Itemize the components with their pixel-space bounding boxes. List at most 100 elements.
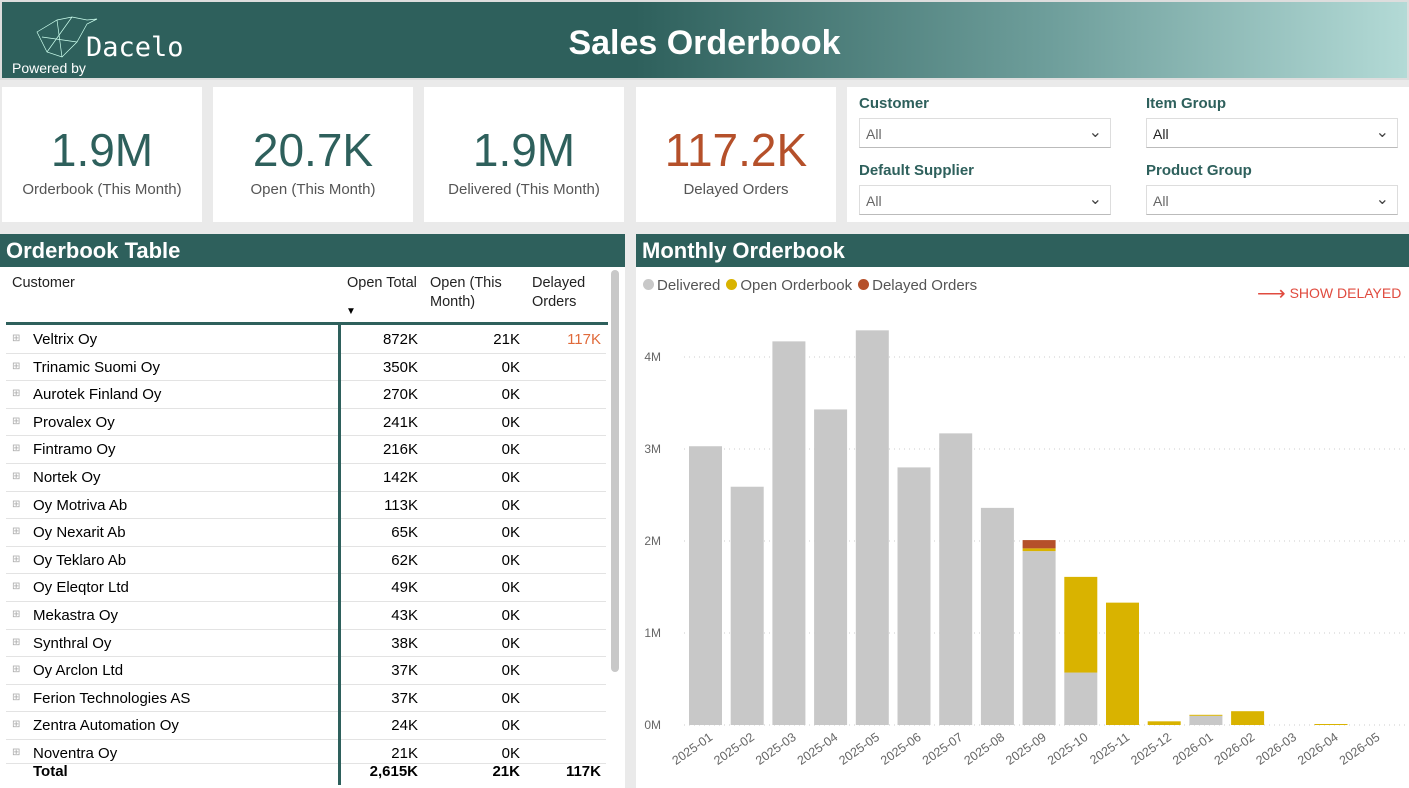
table-row[interactable]: ⊞ Provalex Oy 241K 0K [6, 409, 606, 437]
bar-open-orderbook[interactable] [1064, 576, 1098, 673]
open-total: 270K [382, 386, 418, 404]
y-tick-label: 1M [644, 626, 661, 640]
expand-icon[interactable]: ⊞ [12, 636, 21, 648]
total-label: Total [33, 763, 68, 780]
expand-icon[interactable]: ⊞ [12, 471, 21, 482]
bar-delivered[interactable] [730, 486, 764, 725]
x-tick-label: 2025-07 [920, 730, 966, 768]
open-total: 21K [391, 745, 418, 762]
chevron-down-icon: ⌄ [1088, 124, 1102, 141]
expand-icon[interactable]: ⊞ [12, 388, 21, 400]
column-header-open-total[interactable]: Open Total [347, 275, 417, 291]
table-row[interactable]: ⊞ Ferion Technologies AS 37K 0K [6, 685, 606, 713]
open-total: 37K [391, 662, 418, 680]
expand-icon[interactable]: ⊞ [12, 691, 21, 703]
default-supplier-dropdown[interactable]: All ⌄ [859, 185, 1111, 215]
customer-filter: Customer All ⌄ [859, 95, 1111, 148]
open-month: 0K [501, 386, 520, 404]
expand-icon[interactable]: ⊞ [12, 415, 21, 427]
bar-delivered[interactable] [1189, 715, 1223, 725]
y-tick-label: 2M [644, 534, 661, 548]
bar-open-orderbook[interactable] [1106, 602, 1139, 725]
table-row[interactable]: ⊞ Synthral Oy 38K 0K [6, 630, 606, 658]
dropdown-value: All [1153, 126, 1169, 142]
table-row[interactable]: ⊞ Trinamic Suomi Oy 350K 0K [6, 354, 606, 382]
column-header-customer[interactable]: Customer [12, 275, 75, 291]
bar-delivered[interactable] [939, 433, 973, 725]
bar-open-orderbook[interactable] [1189, 714, 1223, 716]
customer-name: Oy Motriva Ab [33, 496, 128, 514]
customer-name: Oy Nexarit Ab [33, 524, 126, 542]
show-delayed-button[interactable]: ⟶ SHOW DELAYED [1257, 281, 1401, 306]
table-row[interactable]: ⊞ Oy Motriva Ab 113K 0K [6, 492, 606, 520]
customer-dropdown[interactable]: All ⌄ [859, 118, 1111, 148]
table-row[interactable]: ⊞ Noventra Oy 21K 0K [6, 740, 606, 764]
x-tick-label: 2026-05 [1337, 730, 1383, 768]
open-total: 38K [391, 634, 418, 652]
kpi-card-delivered: 1.9M Delivered (This Month) [424, 87, 624, 222]
open-total: 65K [391, 524, 418, 542]
customer-name: Aurotek Finland Oy [33, 386, 162, 404]
dacelo-logo: Dacelo Powered by [10, 12, 200, 77]
table-row[interactable]: ⊞ Veltrix Oy 872K 21K 117K [6, 326, 606, 354]
bar-delivered[interactable] [1064, 672, 1098, 725]
dropdown-value: All [866, 126, 882, 142]
bar-delivered[interactable] [855, 330, 889, 725]
chart-legend: Delivered Open Orderbook Delayed Orders [643, 277, 977, 294]
kpi-label: Open (This Month) [250, 181, 376, 198]
bar-open-orderbook[interactable] [1147, 721, 1181, 725]
bar-delivered[interactable] [980, 507, 1014, 725]
expand-icon[interactable]: ⊞ [12, 333, 21, 344]
table-row[interactable]: ⊞ Oy Arclon Ltd 37K 0K [6, 657, 606, 685]
filter-panel: Customer All ⌄ Item Group All ⌄ Default Supp… [847, 87, 1409, 222]
bar-open-orderbook[interactable] [1022, 548, 1056, 552]
sort-desc-icon: ▼ [346, 306, 356, 317]
legend-delivered[interactable]: Delivered [643, 277, 720, 294]
table-row[interactable]: ⊞ Oy Nexarit Ab 65K 0K [6, 519, 606, 547]
expand-icon[interactable]: ⊞ [12, 553, 21, 565]
filter-label: Product Group [1146, 162, 1252, 179]
bar-delivered[interactable] [772, 341, 806, 725]
page-title: Sales Orderbook [568, 24, 841, 62]
expand-icon[interactable]: ⊞ [12, 609, 21, 620]
expand-icon[interactable]: ⊞ [12, 581, 21, 593]
item-group-dropdown[interactable]: All ⌄ [1146, 118, 1398, 148]
orderbook-table-panel: Orderbook Table [0, 234, 625, 788]
table-total-row: Total 2,615K 21K 117K [6, 760, 606, 784]
bar-delayed-orders[interactable] [1022, 540, 1056, 549]
product-group-dropdown[interactable]: All ⌄ [1146, 185, 1398, 215]
bar-delivered[interactable] [897, 467, 931, 725]
expand-icon[interactable]: ⊞ [12, 747, 21, 758]
bar-delivered[interactable] [1022, 551, 1056, 725]
table-row[interactable]: ⊞ Mekastra Oy 43K 0K [6, 602, 606, 630]
monthly-orderbook-chart: 0M1M2M3M4M2025-012025-022025-032025-0420… [644, 330, 1409, 768]
column-header-open-month[interactable]: Open (This Month) [430, 275, 502, 310]
x-tick-label: 2026-02 [1212, 730, 1258, 768]
expand-icon[interactable]: ⊞ [12, 498, 21, 510]
bar-open-orderbook[interactable] [1314, 724, 1348, 725]
expand-icon[interactable]: ⊞ [12, 443, 21, 455]
table-row[interactable]: ⊞ Oy Eleqtor Ltd 49K 0K [6, 574, 606, 602]
table-row[interactable]: ⊞ Zentra Automation Oy 24K 0K [6, 712, 606, 740]
bar-open-orderbook[interactable] [1231, 711, 1265, 725]
product-group-filter: Product Group All ⌄ [1146, 162, 1398, 215]
expand-icon[interactable]: ⊞ [12, 719, 21, 731]
table-scrollbar[interactable] [611, 270, 619, 672]
expand-icon[interactable]: ⊞ [12, 664, 21, 676]
bar-delivered[interactable] [814, 409, 848, 725]
table-row[interactable]: ⊞ Nortek Oy 142K 0K [6, 464, 606, 492]
expand-icon[interactable]: ⊞ [12, 526, 21, 538]
chevron-down-icon: ⌄ [1088, 191, 1102, 208]
table-row[interactable]: ⊞ Aurotek Finland Oy 270K 0K [6, 381, 606, 409]
legend-delayed[interactable]: Delayed Orders [858, 277, 977, 294]
legend-open[interactable]: Open Orderbook [726, 277, 852, 294]
bar-delivered[interactable] [689, 446, 722, 725]
customer-name: Oy Teklaro Ab [33, 551, 127, 569]
column-header-delayed[interactable]: Delayed Orders [532, 275, 586, 310]
open-month: 0K [501, 441, 520, 459]
table-row[interactable]: ⊞ Oy Teklaro Ab 62K 0K [6, 547, 606, 575]
kpi-value: 1.9M [50, 124, 154, 176]
expand-icon[interactable]: ⊞ [12, 360, 21, 372]
table-row[interactable]: ⊞ Fintramo Oy 216K 0K [6, 436, 606, 464]
open-month: 0K [501, 551, 520, 569]
